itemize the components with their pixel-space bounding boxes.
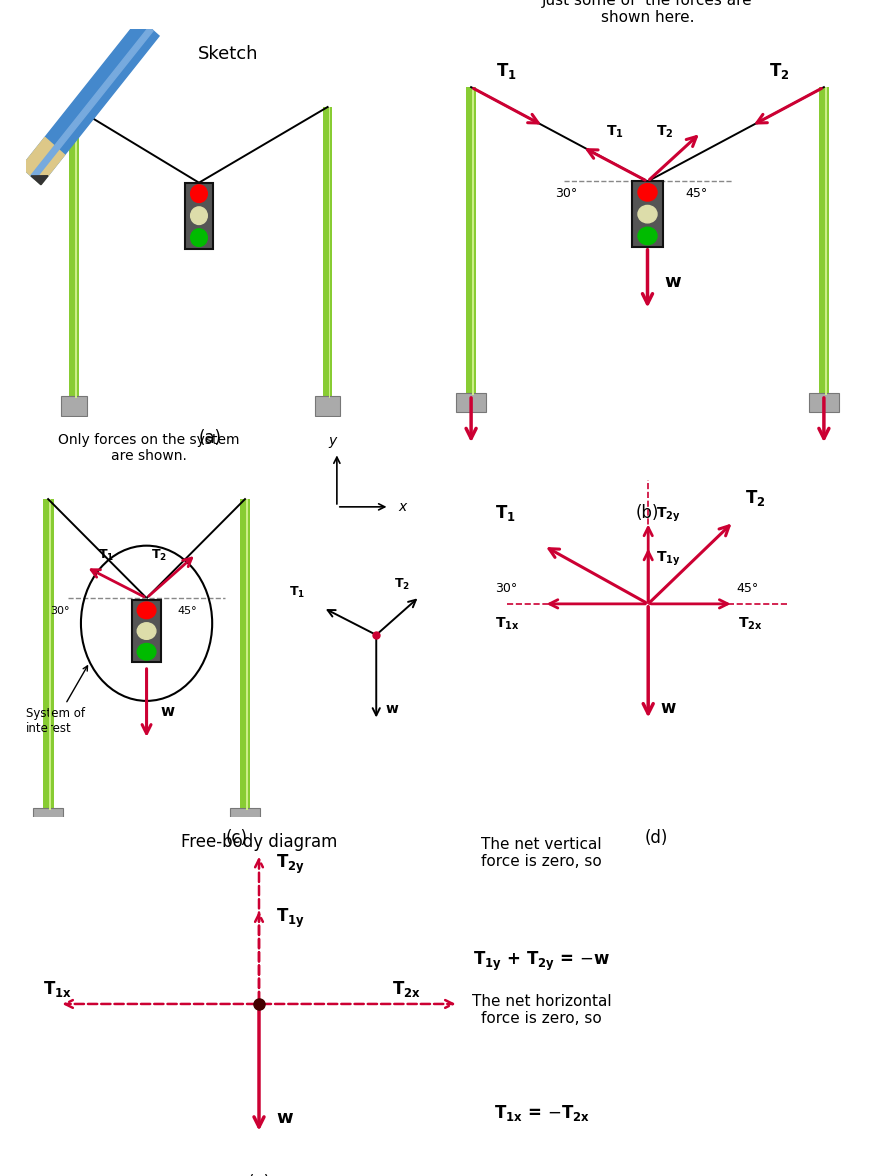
Text: $\mathbf{T_{1y}}$ + $\mathbf{T_{2y}}$ = $-\mathbf{w}$: $\mathbf{T_{1y}}$ + $\mathbf{T_{2y}}$ = … <box>473 949 610 973</box>
Circle shape <box>638 183 657 201</box>
FancyBboxPatch shape <box>809 393 838 413</box>
Text: 45°: 45° <box>177 606 197 615</box>
Text: $\mathbf{w}$: $\mathbf{w}$ <box>661 699 677 716</box>
Text: $\mathbf{T_1}$: $\mathbf{T_1}$ <box>495 503 516 523</box>
Circle shape <box>137 643 156 660</box>
Text: $\mathbf{T_1}$: $\mathbf{T_1}$ <box>496 61 517 81</box>
Text: Just some of  the forces are
shown here.: Just some of the forces are shown here. <box>542 0 752 25</box>
Text: $\mathbf{T_2}$: $\mathbf{T_2}$ <box>394 577 410 593</box>
Text: Free-body diagram: Free-body diagram <box>181 834 337 851</box>
FancyBboxPatch shape <box>33 808 64 827</box>
Circle shape <box>191 229 207 247</box>
FancyBboxPatch shape <box>328 107 331 397</box>
Text: $\mathbf{T_1}$: $\mathbf{T_1}$ <box>606 123 623 140</box>
Text: The net horizontal
force is zero, so: The net horizontal force is zero, so <box>472 994 612 1027</box>
FancyBboxPatch shape <box>132 600 162 662</box>
Text: $\mathbf{w}$: $\mathbf{w}$ <box>385 702 399 715</box>
Polygon shape <box>21 138 65 185</box>
FancyBboxPatch shape <box>632 181 663 247</box>
Circle shape <box>191 185 207 202</box>
Text: $\mathbf{w}$: $\mathbf{w}$ <box>664 273 682 292</box>
Text: $\mathbf{T_{1y}}$: $\mathbf{T_{1y}}$ <box>656 549 681 568</box>
Text: 45°: 45° <box>737 582 759 595</box>
Text: $\mathbf{T_{1y}}$: $\mathbf{T_{1y}}$ <box>276 907 304 930</box>
Text: $\mathbf{T_{1x}}$: $\mathbf{T_{1x}}$ <box>43 978 72 998</box>
Text: Sketch: Sketch <box>198 45 259 64</box>
Circle shape <box>137 623 156 640</box>
FancyBboxPatch shape <box>186 182 213 248</box>
Text: 30°: 30° <box>50 606 70 615</box>
FancyBboxPatch shape <box>69 107 79 397</box>
FancyBboxPatch shape <box>230 808 261 827</box>
Text: The net vertical
force is zero, so: The net vertical force is zero, so <box>481 837 602 869</box>
Text: 30°: 30° <box>495 582 517 595</box>
FancyBboxPatch shape <box>825 87 827 395</box>
Circle shape <box>638 206 657 223</box>
FancyBboxPatch shape <box>43 499 53 809</box>
Text: (a): (a) <box>199 429 221 447</box>
FancyBboxPatch shape <box>75 107 77 397</box>
FancyBboxPatch shape <box>473 87 474 395</box>
Text: (b): (b) <box>636 503 659 522</box>
Text: $\mathbf{w}$: $\mathbf{w}$ <box>276 1109 294 1128</box>
Text: y: y <box>328 434 336 448</box>
Circle shape <box>638 227 657 245</box>
FancyBboxPatch shape <box>61 396 87 415</box>
Circle shape <box>191 207 207 225</box>
Polygon shape <box>21 19 159 185</box>
FancyBboxPatch shape <box>246 499 248 809</box>
Text: $\mathbf{T_2}$: $\mathbf{T_2}$ <box>656 123 674 140</box>
FancyBboxPatch shape <box>49 499 52 809</box>
FancyBboxPatch shape <box>323 107 332 397</box>
Text: $\mathbf{T_{1x}}$ = $-\mathbf{T_{2x}}$: $\mathbf{T_{1x}}$ = $-\mathbf{T_{2x}}$ <box>493 1103 590 1123</box>
Text: $\mathbf{T_1}$: $\mathbf{T_1}$ <box>98 548 115 563</box>
Text: $\mathbf{T_{1x}}$: $\mathbf{T_{1x}}$ <box>495 615 520 632</box>
FancyBboxPatch shape <box>466 87 476 395</box>
Text: $\mathbf{T_2}$: $\mathbf{T_2}$ <box>769 61 790 81</box>
Circle shape <box>137 602 156 619</box>
Text: $\mathbf{T_2}$: $\mathbf{T_2}$ <box>151 548 167 563</box>
Text: 45°: 45° <box>685 187 708 200</box>
Text: Only forces on the system
are shown.: Only forces on the system are shown. <box>58 433 240 463</box>
Text: $\mathbf{T_{2x}}$: $\mathbf{T_{2x}}$ <box>738 615 762 632</box>
Text: $\mathbf{T_{2x}}$: $\mathbf{T_{2x}}$ <box>392 978 421 998</box>
Text: (c): (c) <box>225 829 248 847</box>
Polygon shape <box>31 27 153 180</box>
Text: $\mathbf{T_1}$: $\mathbf{T_1}$ <box>289 586 304 600</box>
Text: 30°: 30° <box>555 187 578 200</box>
FancyBboxPatch shape <box>819 87 829 395</box>
FancyBboxPatch shape <box>315 396 340 415</box>
Text: $\mathbf{T_{2y}}$: $\mathbf{T_{2y}}$ <box>276 853 304 876</box>
Polygon shape <box>31 175 48 185</box>
Text: (e): (e) <box>248 1175 270 1176</box>
Text: $\mathbf{T_2}$: $\mathbf{T_2}$ <box>745 488 766 508</box>
FancyBboxPatch shape <box>240 499 250 809</box>
Text: x: x <box>398 500 406 514</box>
Text: $\mathbf{T_{2y}}$: $\mathbf{T_{2y}}$ <box>656 506 681 524</box>
FancyBboxPatch shape <box>457 393 486 413</box>
Text: (d): (d) <box>645 829 668 847</box>
Text: $\mathbf{w}$: $\mathbf{w}$ <box>159 704 175 720</box>
Text: System of
interest: System of interest <box>26 666 88 735</box>
